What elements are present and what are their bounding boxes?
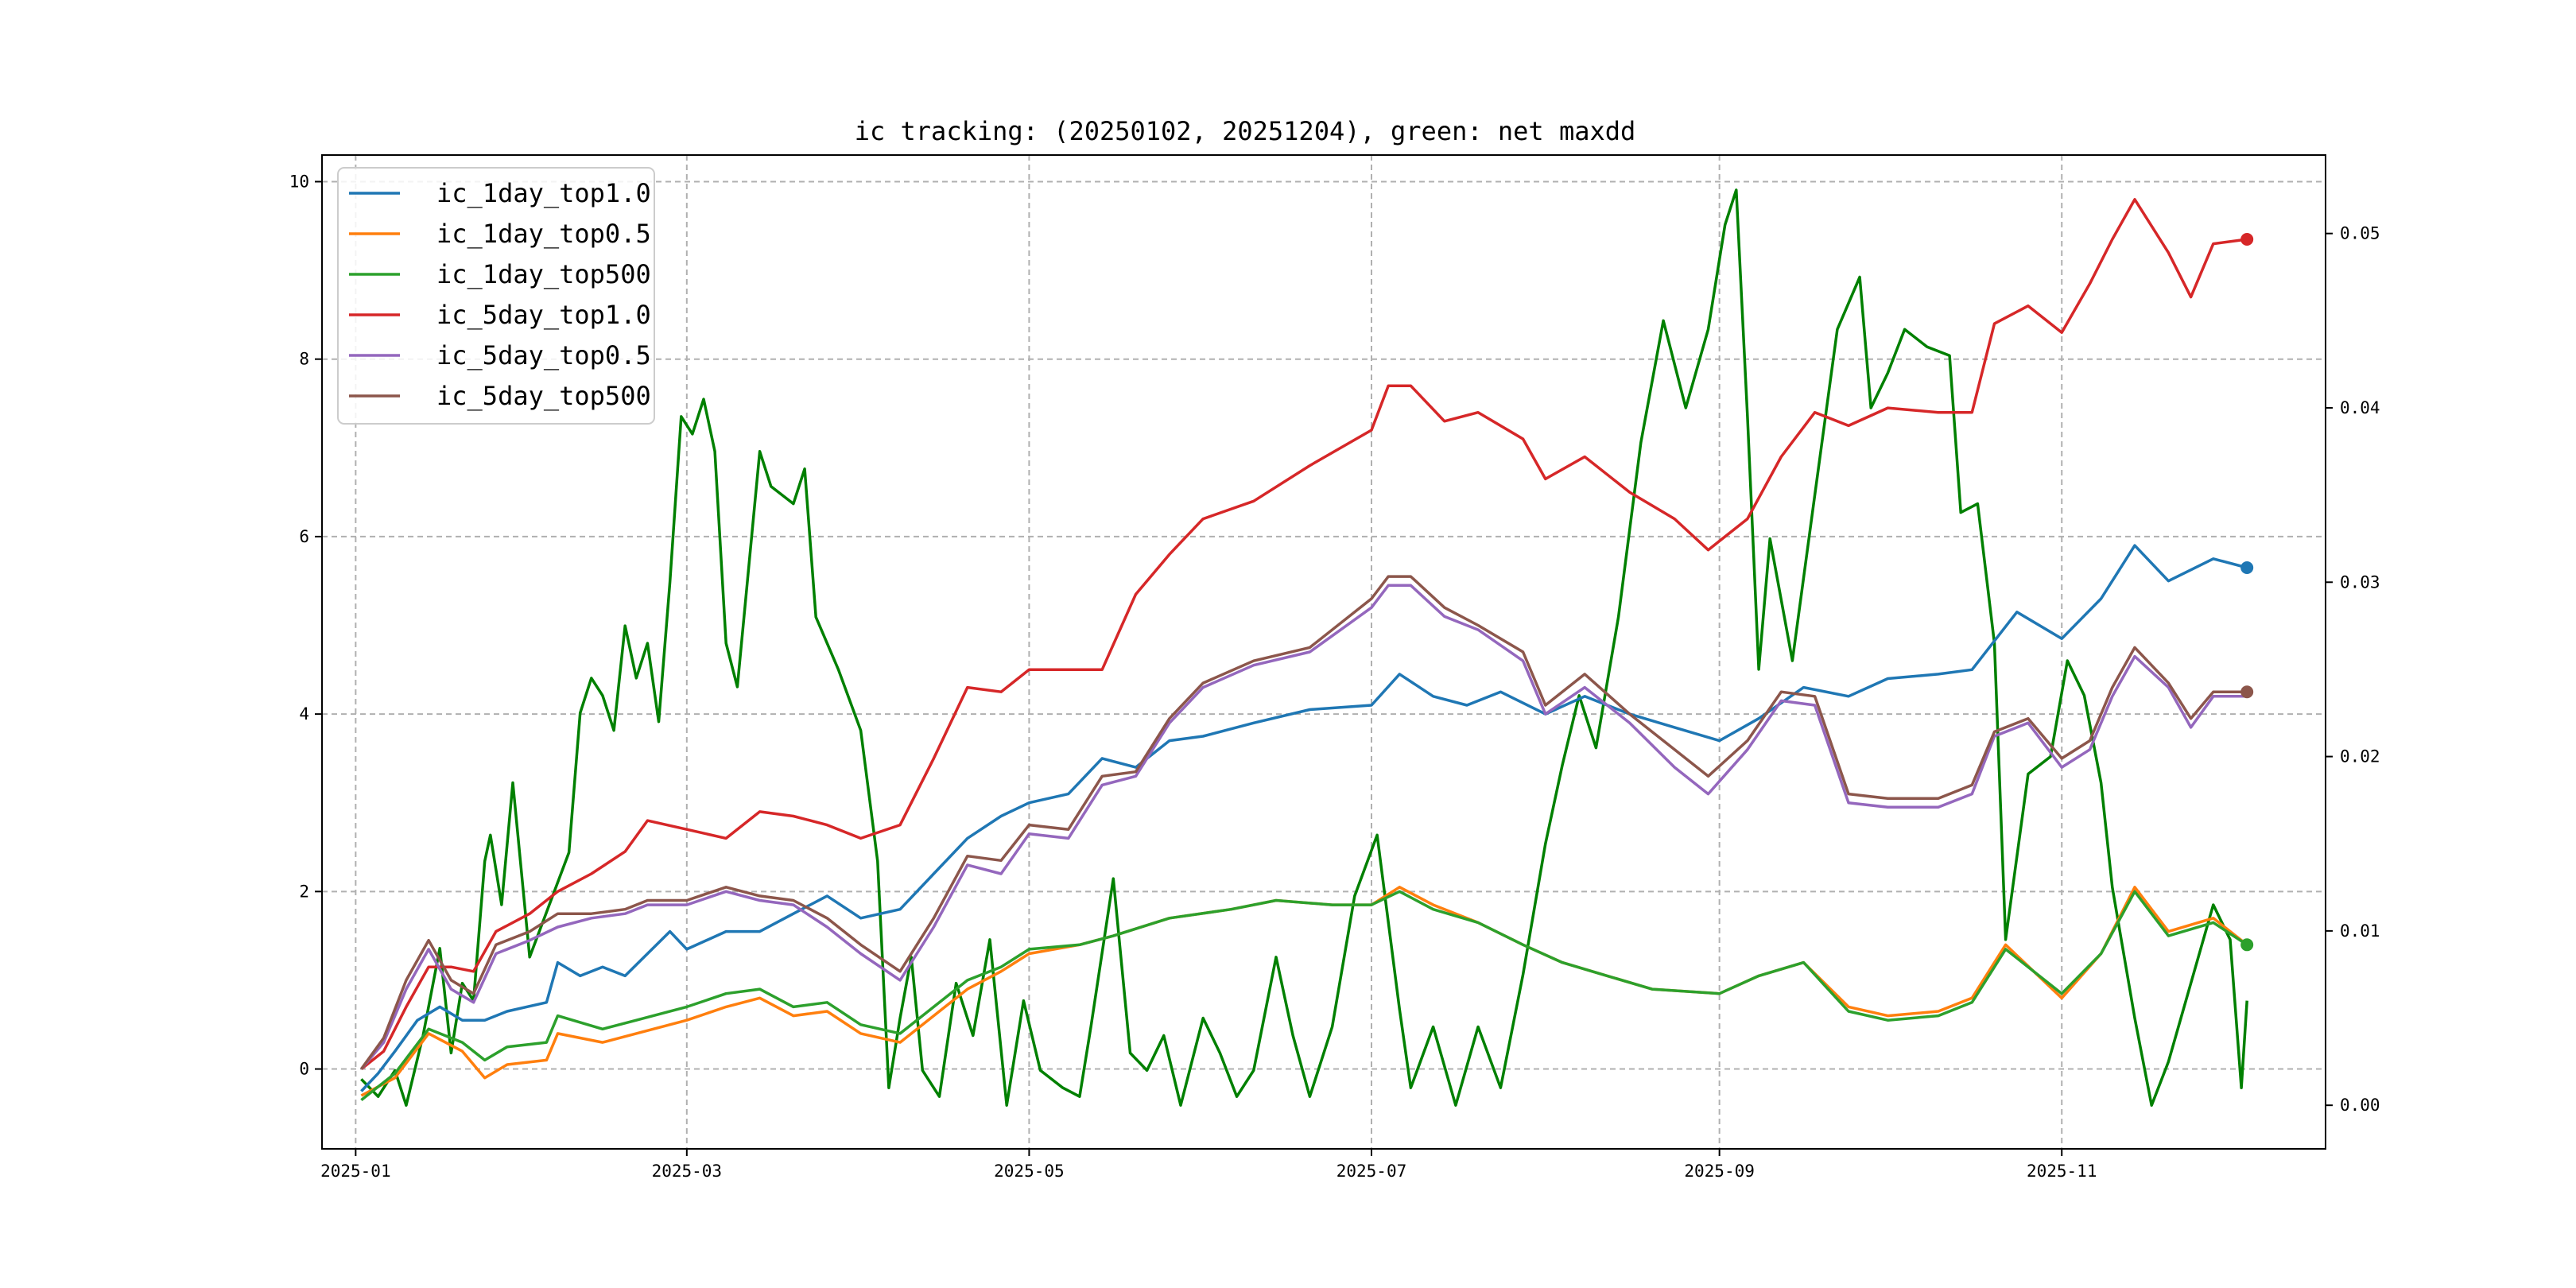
legend-label-ic_5day_top500: ic_5day_top500 — [436, 381, 651, 411]
legend-label-ic_5day_top1.0: ic_5day_top1.0 — [436, 300, 651, 330]
y2-tick-label: 0.00 — [2340, 1096, 2380, 1115]
legend-label-ic_1day_top500: ic_1day_top500 — [436, 259, 651, 289]
x-tick-label: 2025-05 — [994, 1162, 1065, 1181]
plot-frame — [321, 154, 2326, 1150]
x-axis: 2025-01 2025-03 2025-05 2025-07 2025-09 2025-… — [320, 1149, 2097, 1181]
chart-title: ic tracking: (20250102, 20251204), green… — [855, 116, 1636, 146]
y2-tick-label: 0.01 — [2340, 921, 2380, 941]
legend: ic_1day_top1.0 ic_1day_top0.5 ic_1day_top5… — [337, 167, 655, 425]
x-tick-label: 2025-11 — [2027, 1162, 2097, 1181]
legend-label-ic_1day_top0.5: ic_1day_top0.5 — [436, 219, 651, 249]
legend-label-ic_1day_top1.0: ic_1day_top1.0 — [436, 178, 651, 208]
series-line-ic_1day_top500 — [360, 890, 2248, 1101]
y-tick-label: 4 — [299, 704, 309, 724]
y-tick-label: 10 — [289, 172, 309, 191]
net-maxdd-line — [360, 188, 2248, 1107]
series-line-ic_5day_top500 — [359, 575, 2248, 1070]
legend-box — [337, 167, 655, 425]
series-lines — [359, 188, 2254, 1107]
y2-tick-label: 0.04 — [2340, 398, 2380, 417]
y2-tick-label: 0.05 — [2340, 224, 2380, 243]
x-tick-label: 2025-01 — [320, 1162, 391, 1181]
y-tick-label: 0 — [299, 1060, 309, 1079]
series-line-ic_5day_top0.5 — [360, 584, 2248, 1070]
series-line-ic_5day_top1.0 — [360, 198, 2248, 1070]
y-tick-label: 8 — [299, 350, 309, 369]
y2-tick-label: 0.02 — [2340, 747, 2380, 766]
legend-label-ic_5day_top0.5: ic_5day_top0.5 — [436, 340, 651, 370]
y-tick-label: 2 — [299, 882, 309, 901]
y-axis-left: 0 2 4 6 8 10 — [289, 172, 322, 1079]
x-tick-label: 2025-03 — [652, 1162, 723, 1181]
y2-tick-label: 0.03 — [2340, 572, 2380, 592]
series-end-marker-ic_1day_top500 — [2240, 938, 2254, 952]
x-tick-label: 2025-07 — [1336, 1162, 1407, 1181]
y-tick-label: 6 — [299, 527, 309, 546]
series-end-marker-ic_1day_top1.0 — [2240, 561, 2254, 574]
series-end-marker-ic_5day_top1.0 — [2240, 233, 2254, 246]
x-tick-label: 2025-09 — [1684, 1162, 1755, 1181]
grid — [322, 155, 2326, 1149]
series-end-marker-ic_5day_top500 — [2240, 685, 2254, 699]
series-line-ic_1day_top1.0 — [360, 544, 2248, 1092]
y-axis-right: 0.00 0.01 0.02 0.03 0.04 0.05 — [2326, 224, 2380, 1115]
